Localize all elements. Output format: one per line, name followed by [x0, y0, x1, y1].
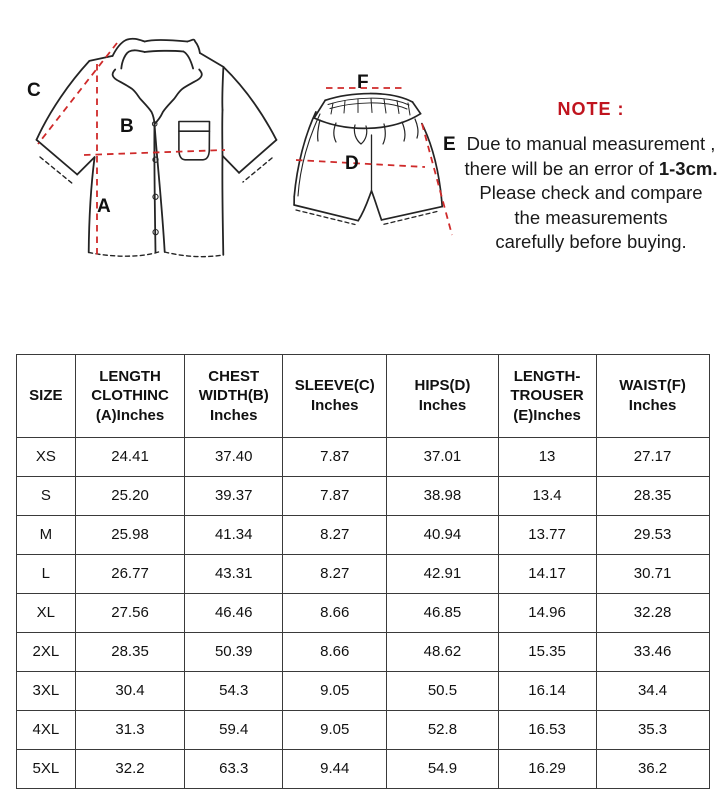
svg-text:C: C: [27, 80, 41, 101]
svg-text:D: D: [345, 153, 359, 174]
svg-text:B: B: [120, 116, 134, 137]
svg-text:E: E: [443, 134, 456, 155]
svg-text:F: F: [357, 72, 369, 93]
svg-text:A: A: [97, 196, 111, 217]
